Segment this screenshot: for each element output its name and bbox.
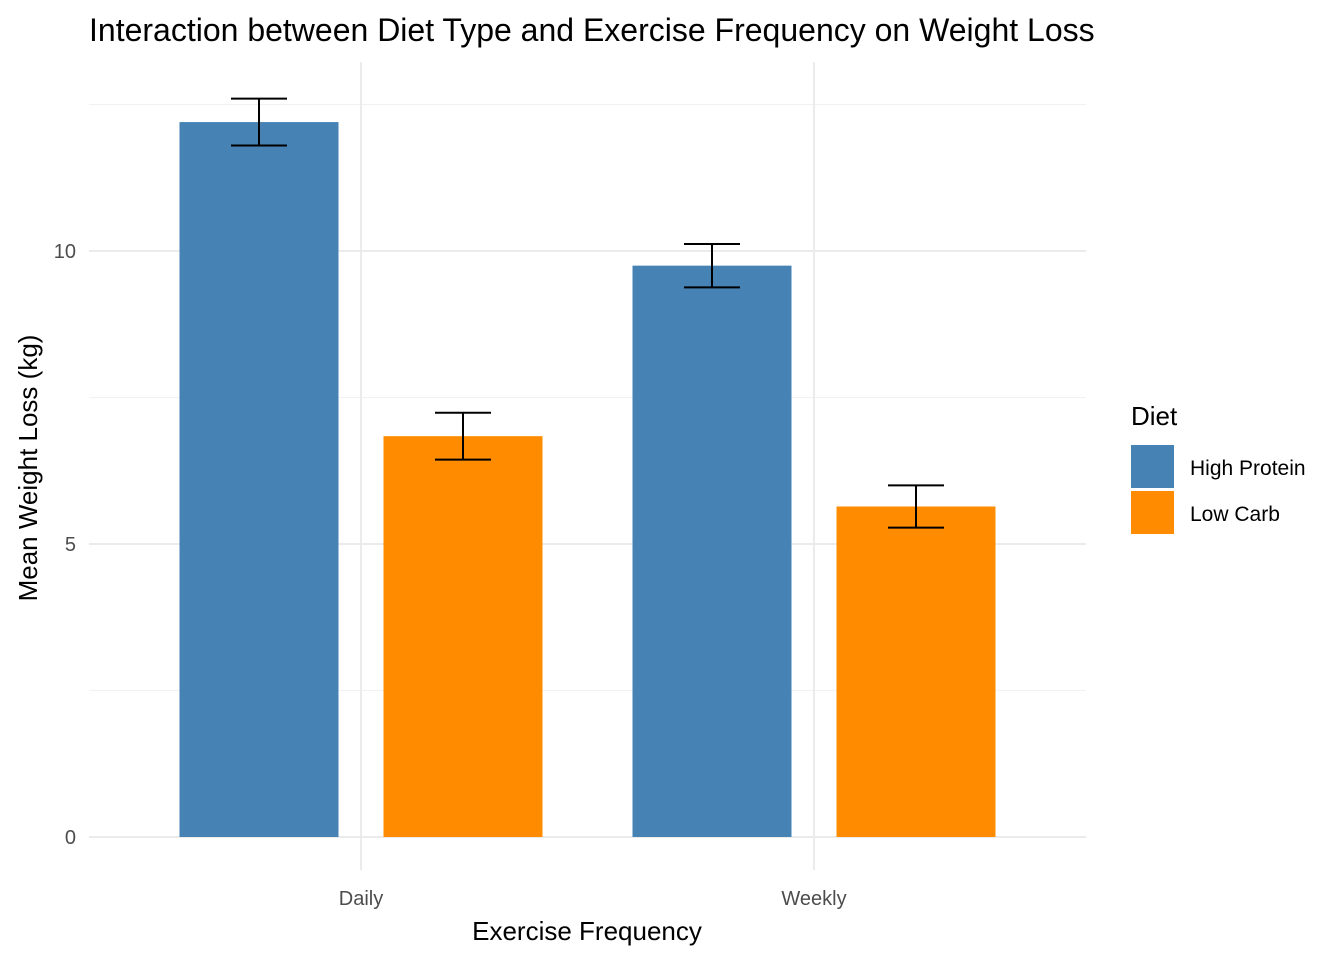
x-axis-title: Exercise Frequency [472, 916, 702, 946]
bar [836, 506, 996, 837]
error-bar [684, 242, 740, 289]
y-tick-label: 10 [54, 241, 76, 263]
legend: Diet High Protein Low Carb [1131, 401, 1306, 534]
error-bar [231, 97, 287, 147]
error-bar [435, 411, 491, 461]
y-axis-title: Mean Weight Loss (kg) [13, 335, 43, 602]
bar [632, 265, 792, 837]
y-axis-ticks: 0 5 10 [54, 241, 76, 849]
x-axis-ticks: Daily Weekly [339, 888, 847, 910]
x-tick-label: Daily [339, 888, 383, 910]
error-bars [231, 97, 944, 529]
legend-label: High Protein [1190, 457, 1306, 480]
legend-key [1131, 491, 1174, 534]
legend-label: Low Carb [1190, 503, 1280, 526]
bar [179, 122, 339, 837]
y-tick-label: 5 [65, 534, 76, 556]
legend-title: Diet [1131, 401, 1178, 431]
x-tick-label: Weekly [781, 888, 846, 910]
chart-title: Interaction between Diet Type and Exerci… [89, 12, 1095, 48]
bar [383, 436, 543, 837]
legend-key [1131, 445, 1174, 488]
bars [179, 122, 996, 837]
y-tick-label: 0 [65, 827, 76, 849]
error-bar [888, 484, 944, 529]
